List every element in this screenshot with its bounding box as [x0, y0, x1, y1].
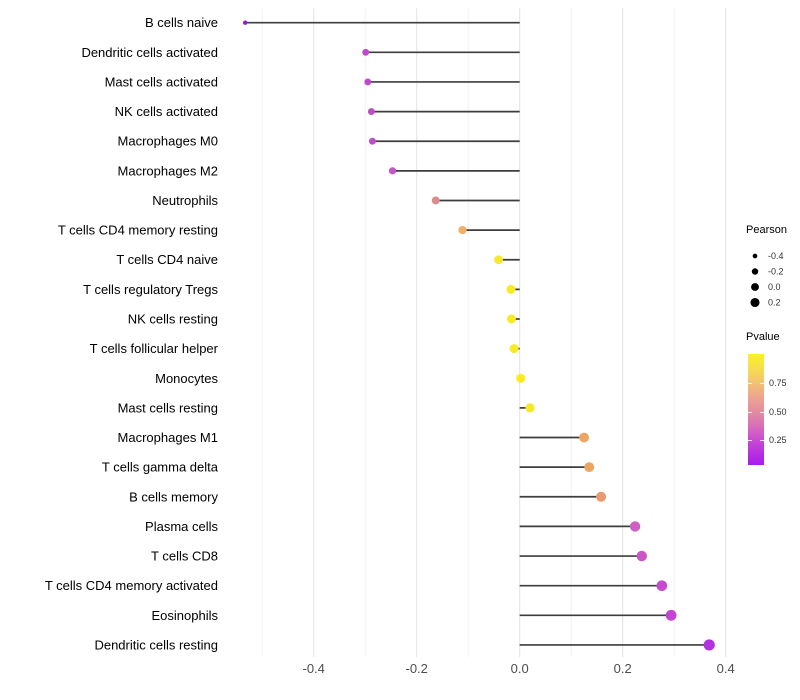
category-label: T cells regulatory Tregs: [83, 282, 218, 297]
size-legend-label: -0.2: [768, 267, 784, 277]
colorbar-tick-mark: [748, 383, 752, 385]
colorbar-tick-label: 0.25: [769, 434, 787, 445]
size-legend-label: 0.0: [768, 282, 781, 292]
legend-pvalue-title: Pvalue: [746, 331, 780, 343]
category-label: Mast cells activated: [105, 74, 218, 89]
colorbar-tick-mark: [748, 412, 752, 414]
size-legend-label: -0.4: [768, 251, 784, 261]
lollipop-dot: [509, 344, 519, 354]
category-label: Plasma cells: [145, 519, 218, 534]
category-label: Neutrophils: [152, 193, 218, 208]
category-label: Macrophages M1: [118, 430, 218, 445]
x-tick-label: 0.0: [511, 661, 529, 676]
category-label: T cells CD4 memory activated: [45, 578, 218, 593]
lollipop-dot: [665, 609, 677, 621]
lollipop-dot: [636, 550, 647, 562]
lollipop-dot: [579, 432, 589, 443]
x-tick-label: -0.4: [302, 661, 324, 676]
x-tick-label: -0.2: [405, 661, 427, 676]
lollipop-dot: [431, 196, 440, 205]
category-label: B cells naive: [145, 15, 218, 30]
category-label: T cells follicular helper: [90, 341, 219, 356]
category-label: Mast cells resting: [118, 400, 218, 415]
lollipop-dot: [458, 225, 467, 235]
category-label: T cells CD4 memory resting: [58, 223, 218, 238]
lollipop-dot: [584, 462, 595, 473]
category-label: NK cells activated: [115, 104, 218, 119]
category-label: Monocytes: [155, 371, 218, 386]
category-label: Dendritic cells activated: [81, 45, 218, 60]
size-legend-dot: [751, 268, 759, 275]
colorbar-tick-label: 0.50: [769, 406, 787, 417]
size-legend-dot: [752, 253, 758, 259]
colorbar-tick-label: 0.75: [769, 377, 787, 388]
lollipop-dot: [364, 78, 372, 86]
pvalue-colorbar: [748, 354, 764, 465]
category-label: T cells CD8: [151, 549, 218, 564]
lollipop-dot: [388, 167, 397, 175]
colorbar-tick-mark: [760, 440, 764, 441]
lollipop-dot: [243, 20, 248, 25]
legend-pearson-title: Pearson: [746, 224, 787, 236]
lollipop-dot: [506, 314, 516, 324]
category-label: Eosinophils: [152, 608, 219, 623]
lollipop-dot: [506, 284, 516, 294]
category-label: Macrophages M2: [118, 163, 218, 178]
category-label: Macrophages M0: [118, 134, 218, 149]
lollipop-dot: [656, 580, 668, 592]
lollipop-dot: [367, 108, 375, 116]
colorbar-tick-mark: [748, 440, 752, 441]
size-legend-dot: [750, 297, 760, 308]
lollipop-dot: [362, 48, 370, 56]
lollipop-dot: [703, 639, 715, 651]
x-tick-label: 0.2: [614, 661, 632, 676]
category-label: T cells CD4 naive: [116, 252, 218, 267]
lollipop-dot: [525, 403, 535, 413]
size-legend-label: 0.2: [768, 298, 781, 308]
size-legend-dot: [751, 283, 759, 291]
lollipop-dot: [596, 491, 607, 502]
category-label: Dendritic cells resting: [94, 637, 218, 652]
category-label: T cells gamma delta: [102, 460, 219, 475]
x-tick-label: 0.4: [717, 661, 735, 676]
lollipop-dot: [494, 255, 503, 265]
category-label: B cells memory: [129, 489, 218, 504]
pearson-size-legend: -0.4 -0.2 0.0 0.2: [750, 251, 784, 308]
lollipop-dot: [516, 373, 526, 383]
colorbar-tick-mark: [760, 412, 764, 414]
colorbar-tick-mark: [760, 383, 764, 385]
lollipop-dot: [629, 521, 641, 532]
category-label: NK cells resting: [128, 312, 218, 327]
lollipop-dot: [368, 137, 376, 145]
